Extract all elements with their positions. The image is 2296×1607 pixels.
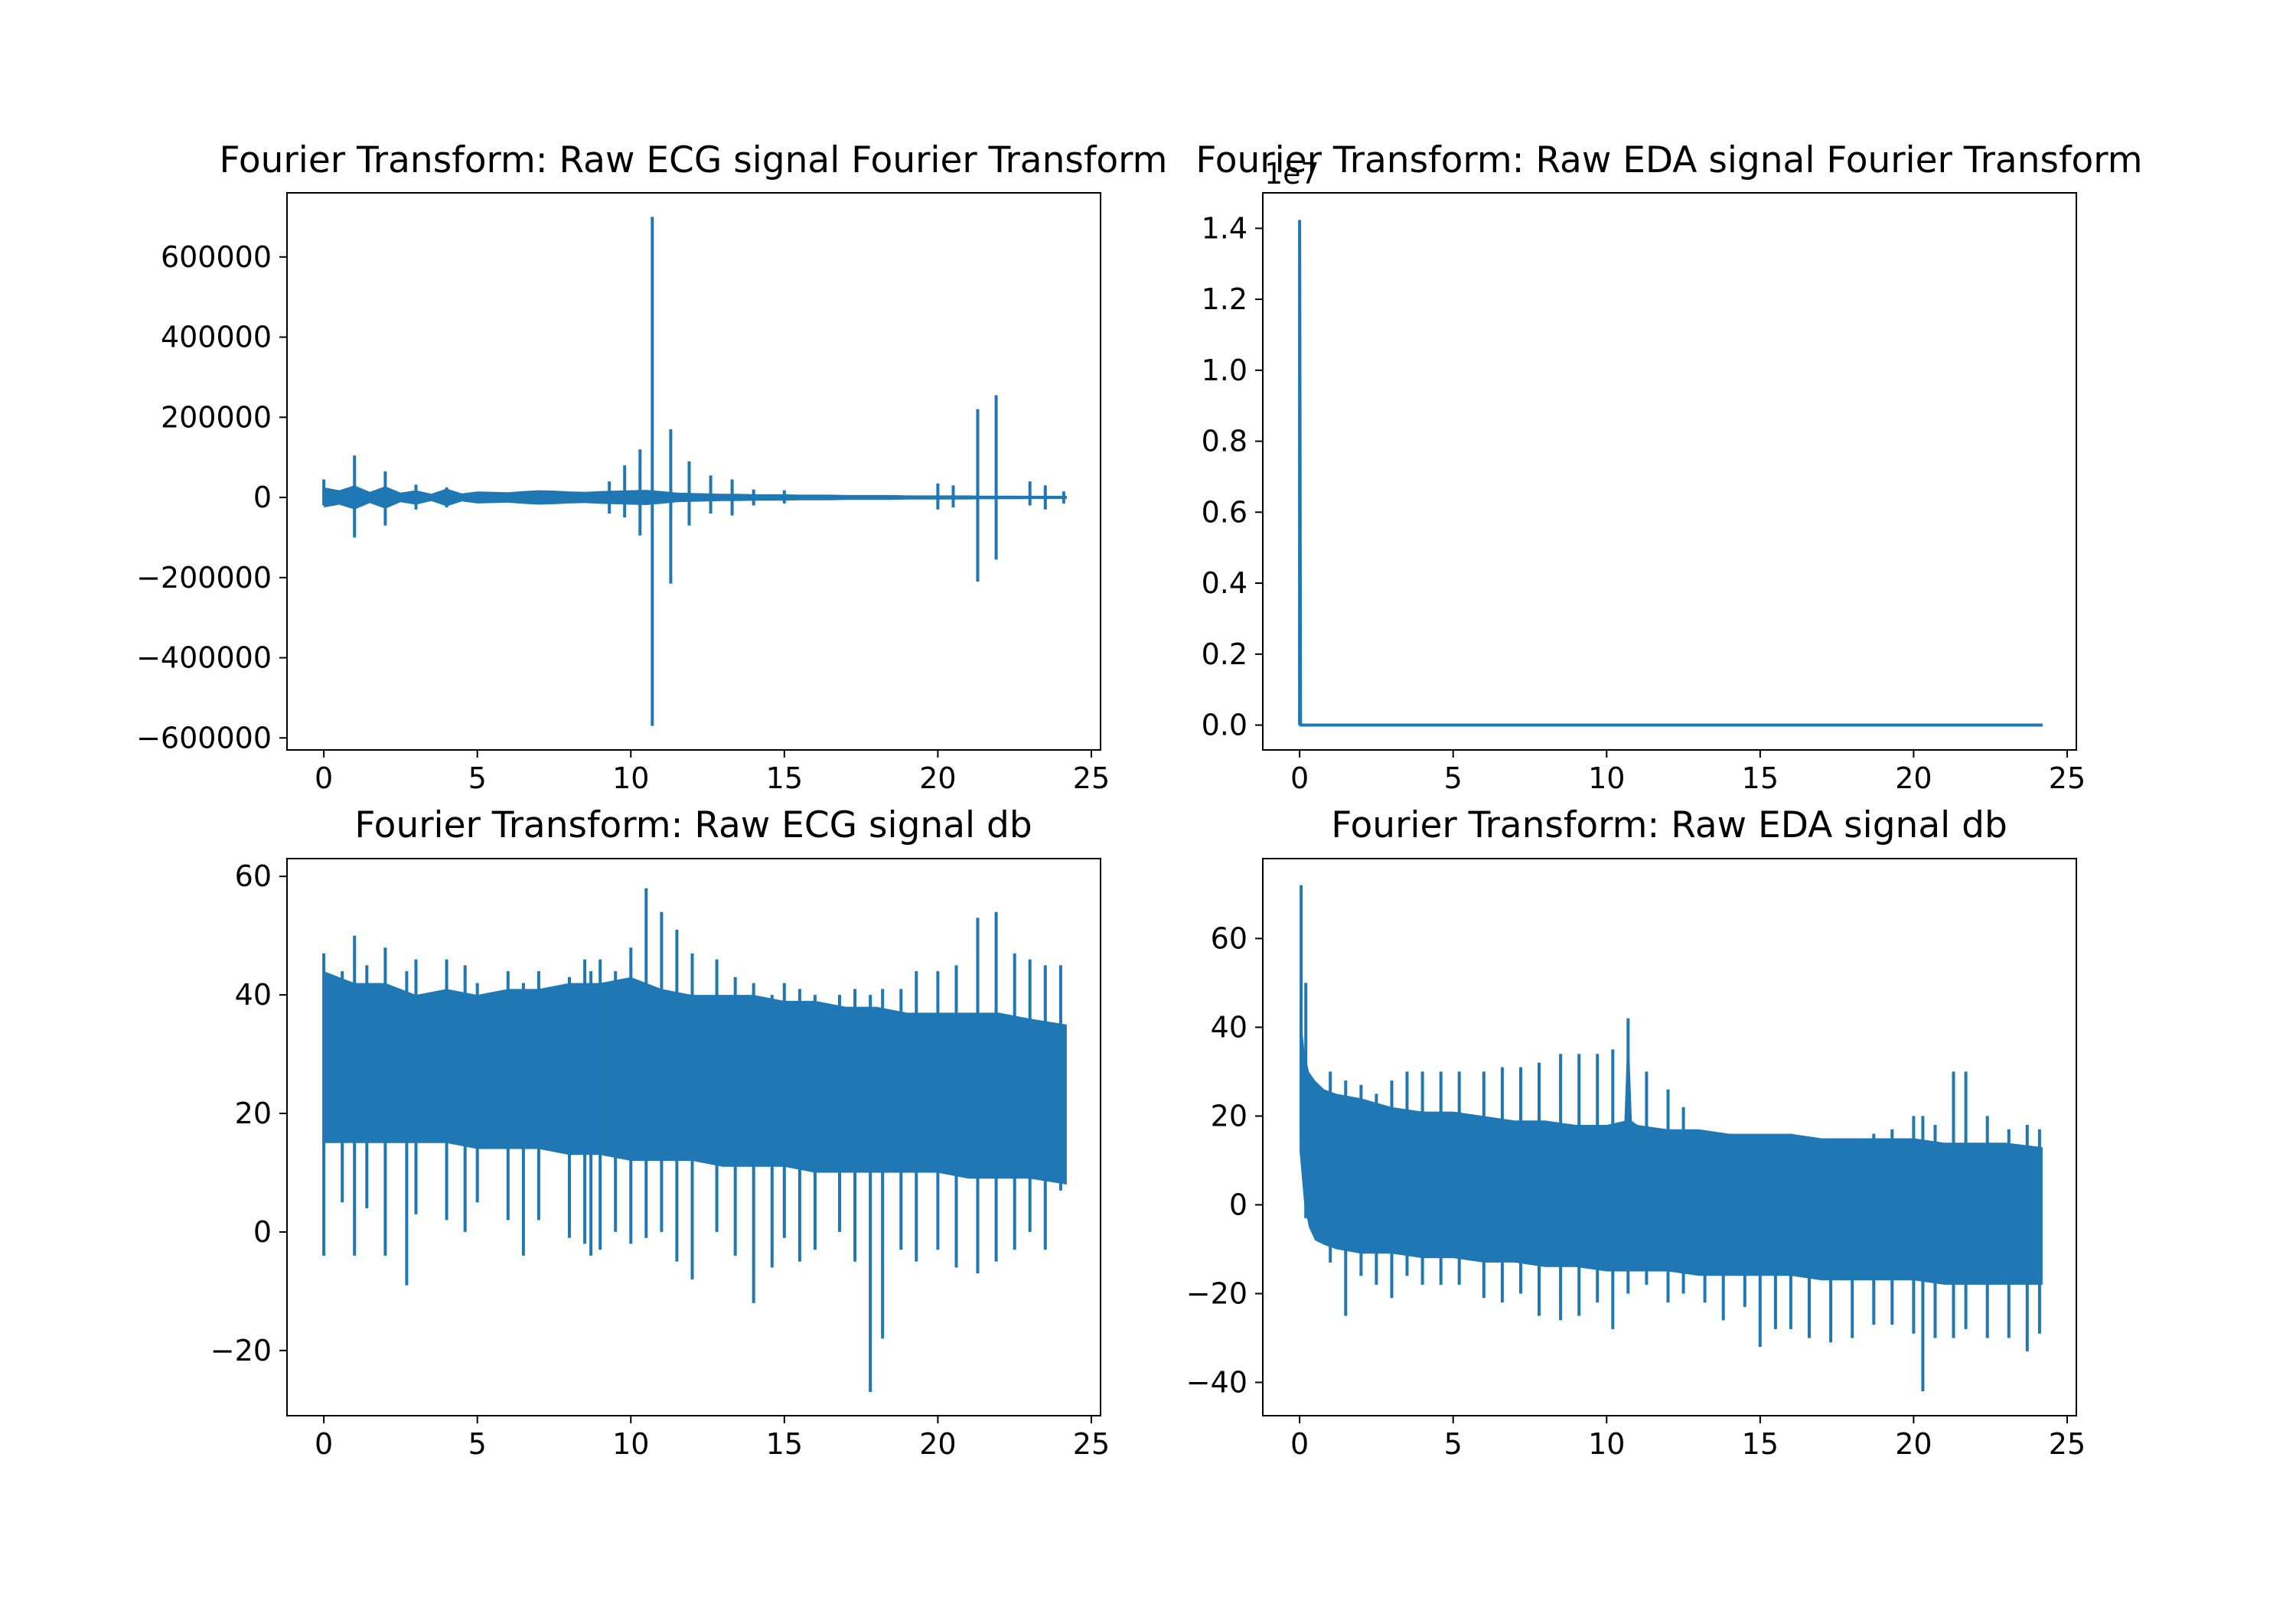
y-tick-label: 1.4 xyxy=(1202,211,1247,245)
x-tick-label: 15 xyxy=(766,1427,803,1461)
x-tick-label: 25 xyxy=(1073,1427,1110,1461)
x-tick-label: 20 xyxy=(919,761,956,795)
x-tick-label: 20 xyxy=(1895,761,1932,795)
x-tick-label: 15 xyxy=(766,761,803,795)
y-tick-label: 0.4 xyxy=(1202,566,1247,600)
plot-area xyxy=(1300,885,2043,1392)
y-tick-label: 20 xyxy=(235,1097,272,1130)
x-tick-label: 25 xyxy=(2049,1427,2086,1461)
x-tick-label: 0 xyxy=(315,1427,333,1461)
subplot-ecg-db: Fourier Transform: Raw ECG signal db 0 5 1… xyxy=(210,804,1110,1461)
plot-area xyxy=(322,217,1067,726)
x-tick-label: 10 xyxy=(1588,1427,1625,1461)
x-tick-label: 5 xyxy=(1444,1427,1463,1461)
series-band xyxy=(324,485,1067,510)
subplot-title: Fourier Transform: Raw ECG signal db xyxy=(354,804,1032,846)
axes-frame xyxy=(1262,858,2077,1416)
y-tick-label: −20 xyxy=(210,1334,272,1367)
axes-frame xyxy=(286,192,1101,751)
y-tick-label: 20 xyxy=(1211,1099,1247,1133)
x-tick-label: 0 xyxy=(1290,1427,1309,1461)
x-tick-label: 0 xyxy=(315,761,333,795)
y-tick-label: 0 xyxy=(1229,1188,1247,1221)
x-tick-label: 10 xyxy=(612,761,649,795)
y-tick-label: 0.6 xyxy=(1202,495,1247,529)
y-tick-label: 40 xyxy=(235,978,272,1012)
x-tick-label: 25 xyxy=(2049,761,2086,795)
y-tick-label: 400000 xyxy=(161,321,272,354)
y-tick-label: 0.8 xyxy=(1202,425,1247,458)
axes-frame xyxy=(1262,192,2077,751)
subplot-title: Fourier Transform: Raw ECG signal Fourie… xyxy=(220,139,1168,181)
y-tick-label: 60 xyxy=(1211,921,1247,955)
y-tick-label: −20 xyxy=(1186,1276,1247,1310)
x-tick-label: 5 xyxy=(468,761,487,795)
x-tick-label: 0 xyxy=(1290,761,1309,795)
y-tick-label: 600000 xyxy=(161,240,272,274)
x-tick-label: 10 xyxy=(612,1427,649,1461)
y-tick-label: −40 xyxy=(1186,1365,1247,1399)
x-tick-label: 15 xyxy=(1742,761,1779,795)
y-tick-label: −200000 xyxy=(136,561,272,595)
axis-offset-label: 1e7 xyxy=(1264,157,1319,191)
subplot-title: Fourier Transform: Raw EDA signal db xyxy=(1331,804,2007,846)
y-tick-label: 60 xyxy=(235,859,272,893)
x-tick-label: 5 xyxy=(468,1427,487,1461)
subplot-eda-fourier: Fourier Transform: Raw EDA signal Fourie… xyxy=(1195,139,2142,795)
subplot-ecg-fourier: Fourier Transform: Raw ECG signal Fourie… xyxy=(136,139,1167,795)
y-tick-label: 0.0 xyxy=(1202,709,1247,742)
y-tick-label: 0 xyxy=(253,1215,272,1249)
x-tick-label: 5 xyxy=(1444,761,1463,795)
y-tick-label: 200000 xyxy=(161,400,272,434)
x-tick-label: 20 xyxy=(1895,1427,1932,1461)
x-tick-label: 15 xyxy=(1742,1427,1779,1461)
x-tick-label: 10 xyxy=(1588,761,1625,795)
y-tick-label: −600000 xyxy=(136,721,272,755)
y-tick-label: 40 xyxy=(1211,1010,1247,1044)
series-line xyxy=(1298,220,2043,727)
y-tick-label: 0.2 xyxy=(1202,637,1247,671)
axes-frame xyxy=(286,858,1101,1416)
y-tick-label: 0 xyxy=(253,481,272,514)
plot-area xyxy=(322,888,1067,1392)
x-tick-label: 20 xyxy=(919,1427,956,1461)
x-tick-label: 25 xyxy=(1073,761,1110,795)
subplot-title: Fourier Transform: Raw EDA signal Fourie… xyxy=(1195,139,2142,181)
y-tick-label: −400000 xyxy=(136,641,272,675)
y-tick-label: 1.2 xyxy=(1202,282,1247,316)
subplot-eda-db: Fourier Transform: Raw EDA signal db 0 5 1… xyxy=(1186,804,2086,1461)
plot-area xyxy=(1298,220,2043,727)
y-tick-label: 1.0 xyxy=(1202,354,1247,387)
